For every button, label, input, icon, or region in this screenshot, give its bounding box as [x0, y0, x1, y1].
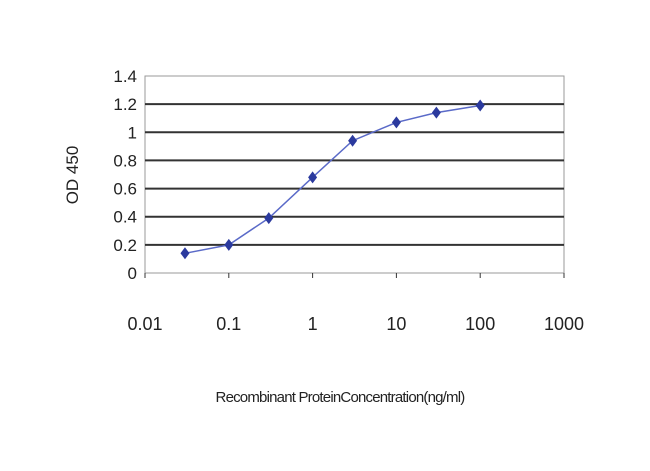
data-point — [264, 212, 274, 225]
data-point — [224, 238, 234, 251]
x-axis-label: Recombinant ProteinConcentration(ng/ml) — [216, 389, 466, 406]
data-point — [308, 171, 318, 184]
y-tick-label: 1.4 — [113, 67, 137, 86]
plot-area — [144, 75, 565, 274]
data-point — [431, 106, 441, 119]
data-point — [391, 116, 401, 129]
data-point — [475, 99, 485, 112]
series-line — [184, 104, 481, 255]
y-tick-label: 0.8 — [113, 151, 137, 170]
y-tick-label: 0.4 — [113, 208, 137, 227]
x-tick-label: 0.01 — [127, 314, 162, 334]
y-tick-label: 0.2 — [113, 236, 137, 255]
y-tick-label: 0 — [128, 264, 137, 283]
data-point — [180, 247, 190, 260]
x-tick-label: 0.1 — [216, 314, 241, 334]
data-point — [348, 134, 358, 147]
x-tick-label: 1000 — [544, 314, 584, 334]
x-tick-label: 10 — [386, 314, 406, 334]
y-axis-label: OD 450 — [63, 146, 82, 205]
y-tick-label: 0.6 — [113, 180, 137, 199]
x-tick-label: 1 — [308, 314, 318, 334]
x-tick-label: 100 — [465, 314, 495, 334]
y-tick-label: 1 — [128, 123, 137, 142]
y-tick-label: 1.2 — [113, 95, 137, 114]
